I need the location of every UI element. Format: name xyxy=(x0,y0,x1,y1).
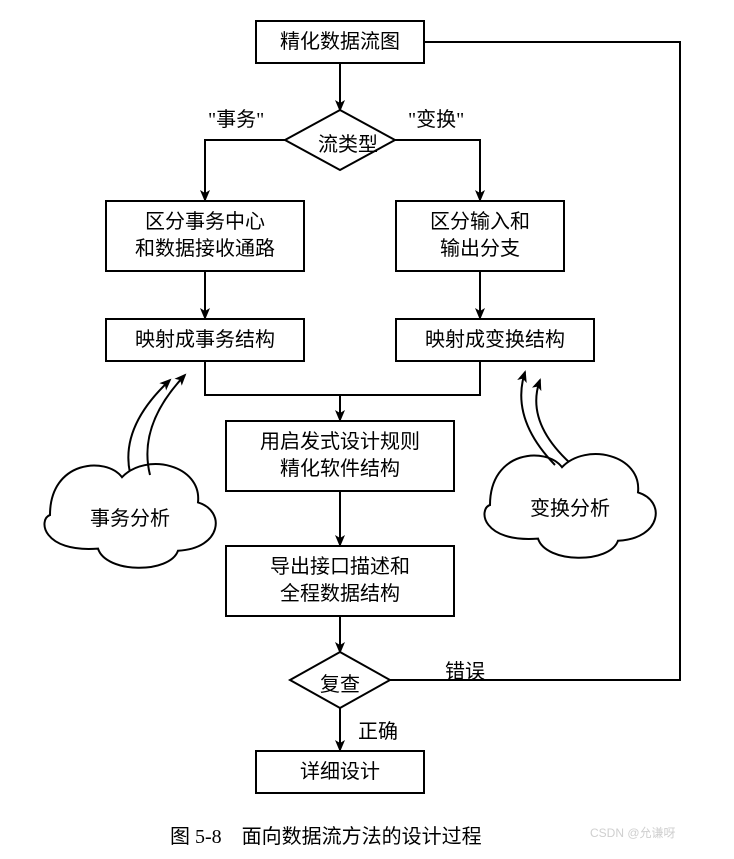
node-refine-dfd: 精化数据流图 xyxy=(255,20,425,64)
watermark: CSDN @允谦呀 xyxy=(590,824,676,841)
figure-caption: 图 5-8 面向数据流方法的设计过程 xyxy=(170,820,482,849)
node-map-transaction: 映射成事务结构 xyxy=(105,318,305,362)
node-text: 映射成变换结构 xyxy=(425,327,565,354)
label-transform: "变换" xyxy=(408,103,464,132)
node-text: 用启发式设计规则 精化软件结构 xyxy=(260,429,420,483)
node-split-transaction: 区分事务中心 和数据接收通路 xyxy=(105,200,305,272)
node-flow-type-diamond: 流类型 xyxy=(300,112,380,168)
cloud-transform-analysis-label: 变换分析 xyxy=(530,492,610,521)
node-text: 详细设计 xyxy=(300,759,380,786)
label-error: 错误 xyxy=(445,655,485,684)
node-detail-design: 详细设计 xyxy=(255,750,425,794)
node-heuristic-refine: 用启发式设计规则 精化软件结构 xyxy=(225,420,455,492)
flowchart-canvas: 精化数据流图 流类型 区分事务中心 和数据接收通路 区分输入和 输出分支 映射成… xyxy=(0,0,734,859)
node-text: 区分输入和 输出分支 xyxy=(430,209,530,263)
node-text: 映射成事务结构 xyxy=(135,327,275,354)
node-map-transform: 映射成变换结构 xyxy=(395,318,595,362)
node-text: 精化数据流图 xyxy=(280,29,400,56)
label-correct: 正确 xyxy=(358,715,398,744)
node-derive-interface: 导出接口描述和 全程数据结构 xyxy=(225,545,455,617)
node-text: 区分事务中心 和数据接收通路 xyxy=(135,209,275,263)
diamond-label: 复查 xyxy=(320,668,360,697)
cloud-transaction-analysis-label: 事务分析 xyxy=(90,502,170,531)
diamond-label: 流类型 xyxy=(318,128,378,157)
node-split-io: 区分输入和 输出分支 xyxy=(395,200,565,272)
node-review-diamond: 复查 xyxy=(290,652,390,708)
label-transaction: "事务" xyxy=(208,103,264,132)
node-text: 导出接口描述和 全程数据结构 xyxy=(270,554,410,608)
